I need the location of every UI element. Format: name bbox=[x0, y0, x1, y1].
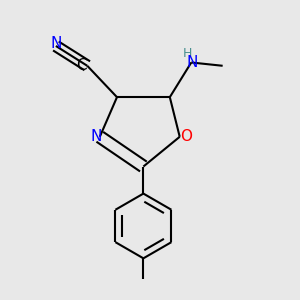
Text: N: N bbox=[50, 36, 61, 51]
Text: C: C bbox=[76, 58, 87, 73]
Text: N: N bbox=[186, 55, 198, 70]
Text: O: O bbox=[180, 129, 192, 144]
Text: N: N bbox=[91, 129, 102, 144]
Text: H: H bbox=[182, 47, 192, 60]
